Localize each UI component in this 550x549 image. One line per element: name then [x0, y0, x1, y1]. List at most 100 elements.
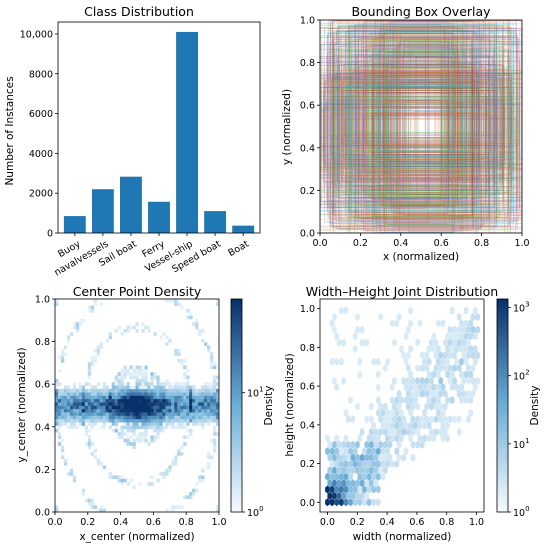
bbox-outline	[354, 74, 497, 172]
density-cell	[162, 425, 166, 430]
hexbin-cell	[459, 370, 464, 379]
density-cell	[126, 325, 130, 330]
bbox-outline	[334, 43, 522, 195]
density-cell	[117, 372, 121, 376]
density-cell	[57, 432, 62, 436]
bbox-outline	[339, 100, 504, 144]
density-cell	[132, 408, 136, 413]
hexbin-cell	[332, 376, 337, 385]
y-tick-label: 0.2	[35, 465, 50, 476]
hexbin-cell	[359, 325, 365, 334]
bbox-outline	[340, 69, 510, 193]
hexbin-cell	[364, 453, 370, 462]
density-cell	[111, 402, 115, 406]
bbox-outline	[327, 33, 522, 206]
density-cell	[153, 435, 157, 440]
y-axis-label-ycenter: y_center (normalized)	[16, 347, 28, 462]
density-cell	[55, 392, 59, 396]
density-cell	[126, 415, 130, 420]
density-cell	[78, 405, 83, 410]
hexbin-cell	[394, 396, 400, 405]
density-cell	[132, 425, 136, 430]
bbox-outline	[338, 77, 501, 169]
density-cell	[90, 355, 95, 360]
hexbin-cell	[461, 325, 467, 334]
hexbin-cell	[373, 440, 379, 449]
density-cell	[111, 412, 115, 416]
bbox-outline	[323, 103, 522, 166]
bbox-outline	[347, 47, 464, 193]
density-cell	[174, 412, 178, 416]
density-cell	[108, 405, 112, 410]
hexbin-cell	[382, 402, 388, 411]
density-cell	[159, 405, 163, 410]
y-tick-label: 1.0	[35, 295, 50, 306]
density-cell	[198, 412, 202, 416]
density-cell	[138, 392, 142, 396]
hexbin-cell	[429, 428, 434, 436]
density-cell	[201, 388, 205, 393]
density-cell	[57, 388, 62, 393]
colorbar-label: Density	[529, 386, 541, 426]
density-cell	[108, 475, 112, 480]
density-cell	[195, 398, 199, 403]
density-cell	[84, 398, 89, 403]
hexbin-cell	[401, 351, 406, 360]
density-cell	[93, 418, 98, 423]
hexbin-cell	[336, 453, 342, 462]
density-cell	[120, 385, 124, 390]
bbox-outline	[325, 118, 517, 168]
bbox-outline	[353, 84, 466, 199]
hexbin-cell	[459, 357, 464, 366]
bbox-outline	[384, 76, 448, 176]
bbox-outline	[323, 73, 513, 183]
density-cell	[96, 345, 101, 350]
bbox-outline	[320, 24, 509, 205]
bbox-outline	[355, 52, 494, 216]
hexbin-cell	[466, 376, 471, 385]
density-cell	[168, 408, 172, 413]
density-cell	[132, 412, 136, 416]
hexbin-cell	[456, 325, 462, 334]
density-cell	[168, 465, 172, 470]
density-cell	[63, 392, 68, 396]
colorbar-gradient	[496, 298, 509, 513]
density-cell	[75, 392, 80, 396]
panel-bounding-box-overlay: Bounding Box Overlay 0.0 0.2 0.4 0.6 0.8 1.00…	[281, 4, 530, 263]
density-cell	[159, 412, 163, 416]
x-axis-label-xcenter: x_center (normalized)	[79, 531, 194, 543]
bbox-outline	[385, 52, 442, 200]
density-cell	[96, 462, 101, 466]
density-cell	[99, 392, 104, 396]
density-cell	[177, 412, 181, 416]
hexbin-cell	[376, 434, 381, 443]
bbox-outline	[383, 20, 429, 223]
density-cell	[129, 425, 133, 430]
hexbin-cell	[345, 479, 351, 488]
bbox-outline	[364, 64, 450, 207]
density-cell	[204, 398, 208, 403]
density-cell	[126, 428, 130, 433]
density-cell	[120, 395, 124, 400]
density-cell	[141, 388, 145, 393]
hexbin-cell	[339, 306, 344, 315]
hexbin-cell	[468, 332, 474, 341]
density-cell	[180, 422, 184, 426]
hexbin-cell	[403, 447, 409, 456]
density-cell	[204, 388, 208, 393]
hexbin-cell	[341, 453, 346, 462]
density-cell	[135, 418, 139, 423]
density-cell	[201, 415, 205, 420]
density-cell	[93, 388, 98, 393]
bbox-outline	[378, 47, 487, 225]
density-cell	[159, 415, 163, 420]
density-cell	[168, 395, 172, 400]
hexbin-cell	[440, 357, 446, 366]
density-cell	[135, 438, 139, 443]
density-cell	[126, 408, 130, 413]
density-cell	[114, 328, 118, 333]
density-cell	[144, 422, 148, 426]
density-cell	[207, 395, 211, 400]
hexbin-cell	[403, 396, 409, 405]
bar-4	[176, 31, 198, 233]
